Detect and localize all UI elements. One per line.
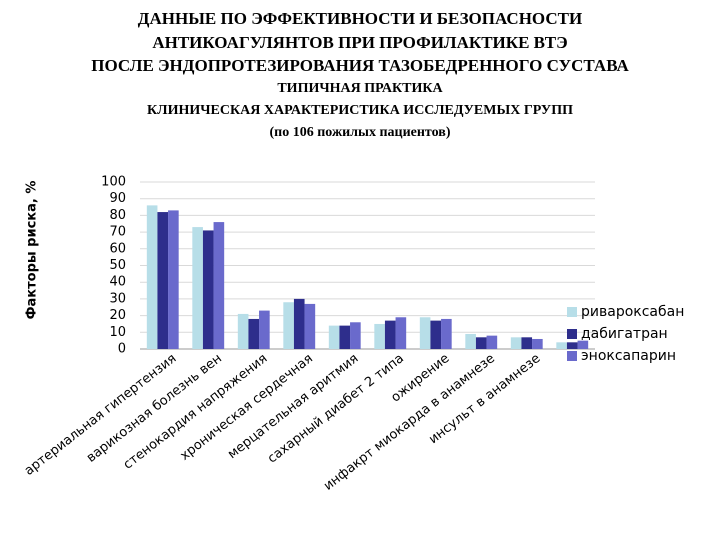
- bar: [486, 335, 498, 349]
- bar: [441, 318, 452, 349]
- chart-subtitle: ТИПИЧНАЯ ПРАКТИКА: [277, 81, 443, 96]
- legend-swatch: [567, 307, 577, 317]
- y-tick-label: 90: [109, 191, 126, 206]
- bar: [304, 303, 316, 349]
- bar: [521, 337, 533, 349]
- bar: [395, 317, 407, 349]
- y-tick-label: 0: [118, 342, 126, 357]
- y-tick-label: 50: [109, 258, 126, 273]
- bar: [430, 320, 442, 349]
- bar: [339, 325, 351, 349]
- chart-title: ПОСЛЕ ЭНДОПРОТЕЗИРОВАНИЯ ТАЗОБЕДРЕННОГО …: [91, 56, 629, 75]
- bar: [328, 325, 340, 349]
- bar: [293, 298, 305, 349]
- bar: [465, 333, 476, 349]
- bar: [384, 320, 396, 349]
- bar: [237, 313, 249, 349]
- y-tick-label: 30: [109, 291, 126, 306]
- bar: [157, 212, 169, 349]
- bar: [374, 323, 385, 349]
- legend-label: эноксапарин: [581, 348, 676, 364]
- y-tick-label: 60: [109, 241, 126, 256]
- legend-swatch: [567, 329, 577, 339]
- bar: [213, 222, 225, 349]
- bar: [566, 342, 578, 349]
- legend-label: ривароксабан: [581, 304, 684, 320]
- bar: [556, 342, 567, 349]
- chart-title: АНТИКОАГУЛЯНТОВ ПРИ ПРОФИЛАКТИКЕ ВТЭ: [152, 33, 567, 52]
- y-tick-label: 10: [109, 325, 126, 340]
- legend-swatch: [567, 351, 577, 361]
- bar: [168, 210, 179, 349]
- bar: [202, 230, 214, 349]
- y-tick-label: 70: [109, 225, 126, 240]
- bar: [577, 340, 589, 349]
- bar: [248, 318, 260, 349]
- bar: [146, 205, 158, 349]
- bar: [283, 302, 294, 349]
- bar: [532, 338, 543, 349]
- y-tick-label: 100: [101, 175, 126, 190]
- y-tick-label: 80: [109, 208, 126, 223]
- bar: [192, 227, 203, 349]
- bar: [419, 317, 431, 349]
- chart-subtitle: КЛИНИЧЕСКАЯ ХАРАКТЕРИСТИКА ИССЛЕДУЕМЫХ Г…: [147, 103, 573, 118]
- bar: [350, 322, 361, 349]
- chart-title: ДАННЫЕ ПО ЭФФЕКТИВНОСТИ И БЕЗОПАСНОСТИ: [138, 9, 582, 28]
- legend-label: дабигатран: [581, 326, 668, 342]
- chart-subtitle: (по 106 пожилых пациентов): [270, 125, 451, 140]
- bar: [510, 337, 522, 349]
- y-axis-label: Факторы риска, %: [25, 181, 40, 320]
- bar: [259, 310, 270, 349]
- y-tick-label: 40: [109, 275, 126, 290]
- y-tick-label: 20: [109, 308, 126, 323]
- bar: [475, 337, 487, 349]
